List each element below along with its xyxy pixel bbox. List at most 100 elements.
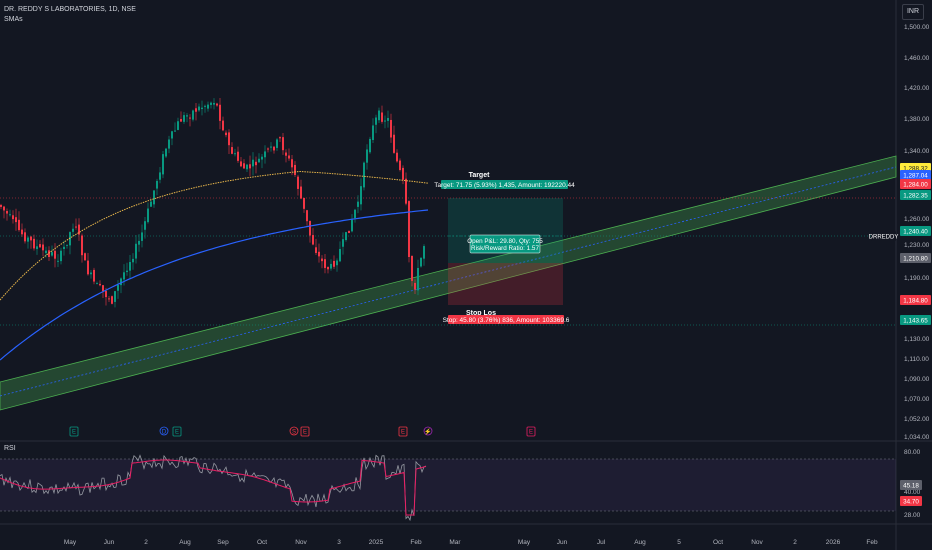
time-axis-label: Mar <box>449 539 461 546</box>
rsi-axis-label: 40.00 <box>904 489 921 496</box>
candle-body <box>387 117 389 121</box>
candle-body <box>15 217 17 223</box>
candle-body <box>258 158 260 163</box>
stop-title: Stop Los <box>466 310 496 317</box>
candle-body <box>291 159 293 168</box>
candle-body <box>138 240 140 245</box>
candle-body <box>396 152 398 162</box>
candle-body <box>198 106 200 111</box>
candle-body <box>84 253 86 261</box>
candle-body <box>69 232 71 246</box>
candle-body <box>57 260 59 262</box>
candle-body <box>249 164 251 169</box>
price-axis-label: 1,190.00 <box>904 275 930 282</box>
candle-body <box>279 137 281 139</box>
candle-body <box>375 117 377 125</box>
candle-body <box>216 103 218 106</box>
candle-body <box>315 247 317 253</box>
candle-body <box>297 176 299 189</box>
sma-fast-line <box>0 170 429 301</box>
candle-body <box>75 226 77 228</box>
candle-body <box>339 248 341 262</box>
candle-body <box>66 244 68 246</box>
candle-body <box>93 269 95 282</box>
target-label: Target: 71.75 (5.93%) 1,435, Amount: 192… <box>434 182 575 189</box>
candle-body <box>6 211 8 214</box>
candle-body <box>144 221 146 230</box>
price-badge-bg <box>900 179 931 189</box>
candle-body <box>117 284 119 291</box>
candle-body <box>303 197 305 209</box>
candle-body <box>108 298 110 300</box>
time-axis-label: 5 <box>677 539 681 546</box>
candle-body <box>180 118 182 122</box>
candle-body <box>165 148 167 157</box>
candle-body <box>261 156 263 160</box>
candle-body <box>333 260 335 267</box>
time-axis-label: Feb <box>410 539 422 546</box>
event-marker <box>159 426 169 436</box>
candle-body <box>288 155 290 159</box>
candle-body <box>129 262 131 271</box>
candle-body <box>390 119 392 138</box>
event-marker-label: ⚡ <box>424 428 431 436</box>
candle-body <box>420 257 422 267</box>
price-badge-bg <box>900 253 931 263</box>
chart-header: DR. REDDY S LABORATORIES, 1D, NSE SMAs <box>4 5 136 25</box>
time-axis-label: Oct <box>257 539 267 546</box>
rsi-ma-line <box>0 459 427 516</box>
event-marker-label: E <box>303 430 307 436</box>
currency-button[interactable]: INR <box>902 4 924 20</box>
candle-body <box>246 164 248 170</box>
candle-body <box>411 255 413 281</box>
price-badge-bg <box>900 315 931 325</box>
candle-body <box>126 270 128 273</box>
candle-body <box>159 172 161 180</box>
candle-body <box>45 250 47 254</box>
candle-body <box>402 167 404 180</box>
candle-body <box>123 272 125 280</box>
candle-body <box>360 186 362 205</box>
candle-body <box>18 219 20 231</box>
candle-body <box>306 210 308 222</box>
indicator-label[interactable]: SMAs <box>4 16 23 23</box>
stop-label-bg <box>448 315 564 324</box>
candle-body <box>276 139 278 148</box>
candle-body <box>135 243 137 259</box>
candle-body <box>132 258 134 263</box>
candle-body <box>195 108 197 112</box>
candle-body <box>348 230 350 233</box>
event-marker <box>69 426 79 437</box>
pnl-box <box>469 234 541 254</box>
candle-body <box>3 206 5 211</box>
candle-body <box>36 246 38 250</box>
time-axis-label: 2026 <box>826 539 841 546</box>
price-axis-label: 1,420.00 <box>904 85 930 92</box>
candle-body <box>345 232 347 241</box>
candle-body <box>312 235 314 245</box>
time-axis-label: 2 <box>144 539 148 546</box>
candle-body <box>234 153 236 155</box>
candle-body <box>54 250 56 259</box>
candle-body <box>270 146 272 148</box>
candle-body <box>417 267 419 291</box>
candle-body <box>60 250 62 262</box>
price-axis-label: 1,260.00 <box>904 216 930 223</box>
symbol-title[interactable]: DR. REDDY S LABORATORIES, 1D, NSE <box>4 6 136 13</box>
event-marker-label: E <box>175 430 179 436</box>
candle-body <box>24 232 26 242</box>
candle-body <box>321 258 323 262</box>
price-badge: 1,282.35 <box>903 192 928 199</box>
rsi-label[interactable]: RSI <box>4 445 16 452</box>
candle-body <box>372 125 374 140</box>
position-stop-zone <box>448 263 563 305</box>
candle-body <box>294 164 296 175</box>
event-marker <box>423 426 433 436</box>
rr-text: Risk/Reward Ratio: 1.57 <box>471 245 539 252</box>
candle-body <box>78 224 80 235</box>
candle-body <box>141 232 143 241</box>
candle-body <box>342 239 344 247</box>
time-axis-label: 2 <box>793 539 797 546</box>
time-axis-label: Feb <box>866 539 878 546</box>
